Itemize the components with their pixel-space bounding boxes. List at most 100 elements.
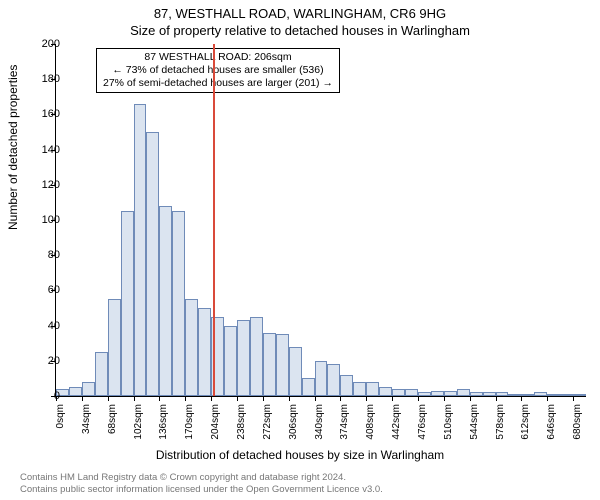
x-tick: [444, 396, 445, 401]
histogram-bar: [431, 391, 444, 396]
x-tick-label: 68sqm: [107, 404, 118, 444]
plot-area: 87 WESTHALL ROAD: 206sqm ← 73% of detach…: [55, 44, 586, 397]
x-tick-label: 306sqm: [288, 404, 299, 444]
histogram-bar: [185, 299, 198, 396]
histogram-bar: [276, 334, 289, 396]
histogram-bar: [483, 392, 496, 396]
y-tick-label: 0: [54, 390, 60, 402]
x-tick-label: 476sqm: [417, 404, 428, 444]
y-tick-label: 140: [42, 144, 60, 156]
x-tick-label: 0sqm: [55, 404, 66, 444]
x-tick-label: 34sqm: [81, 404, 92, 444]
histogram-bar: [134, 104, 147, 396]
histogram-bar: [121, 211, 134, 396]
x-tick: [134, 396, 135, 401]
y-tick-label: 80: [48, 249, 60, 261]
annotation-line3: 27% of semi-detached houses are larger (…: [103, 77, 333, 90]
histogram-bar: [547, 394, 560, 396]
histogram-bar: [496, 392, 509, 396]
histogram-bar: [250, 317, 263, 396]
x-tick-label: 102sqm: [133, 404, 144, 444]
y-tick-label: 200: [42, 38, 60, 50]
histogram-bar: [146, 132, 159, 396]
footer-line2: Contains public sector information licen…: [20, 484, 383, 496]
histogram-bar: [327, 364, 340, 396]
y-tick-label: 160: [42, 108, 60, 120]
x-tick: [185, 396, 186, 401]
x-tick-label: 578sqm: [495, 404, 506, 444]
histogram-bar: [366, 382, 379, 396]
histogram-bar: [560, 394, 573, 396]
x-tick: [521, 396, 522, 401]
histogram-bar: [521, 394, 534, 396]
histogram-bar: [159, 206, 172, 396]
histogram-bar: [405, 389, 418, 396]
x-tick-label: 374sqm: [339, 404, 350, 444]
histogram-bar: [457, 389, 470, 396]
x-tick: [418, 396, 419, 401]
annotation-line2: ← 73% of detached houses are smaller (53…: [103, 64, 333, 77]
x-tick-label: 238sqm: [236, 404, 247, 444]
x-tick: [392, 396, 393, 401]
histogram-bar: [418, 392, 431, 396]
histogram-bar: [108, 299, 121, 396]
histogram-bar: [379, 387, 392, 396]
histogram-bar: [82, 382, 95, 396]
x-tick: [315, 396, 316, 401]
y-tick-label: 180: [42, 73, 60, 85]
x-tick: [366, 396, 367, 401]
x-tick-label: 680sqm: [572, 404, 583, 444]
histogram-bar: [353, 382, 366, 396]
x-tick-label: 442sqm: [391, 404, 402, 444]
histogram-bar: [470, 392, 483, 396]
x-tick: [108, 396, 109, 401]
x-tick: [237, 396, 238, 401]
x-tick-label: 204sqm: [210, 404, 221, 444]
histogram-bar: [392, 389, 405, 396]
x-tick-label: 544sqm: [469, 404, 480, 444]
footer-attribution: Contains HM Land Registry data © Crown c…: [20, 472, 383, 496]
x-tick-label: 136sqm: [158, 404, 169, 444]
histogram-bar: [172, 211, 185, 396]
histogram-bar: [315, 361, 328, 396]
chart-title-line2: Size of property relative to detached ho…: [0, 23, 600, 38]
histogram-bar: [508, 394, 521, 396]
x-tick: [573, 396, 574, 401]
chart-title-line1: 87, WESTHALL ROAD, WARLINGHAM, CR6 9HG: [0, 6, 600, 21]
y-tick-label: 120: [42, 179, 60, 191]
x-axis-label: Distribution of detached houses by size …: [0, 448, 600, 462]
histogram-bar: [340, 375, 353, 396]
histogram-bar: [263, 333, 276, 396]
histogram-bar: [289, 347, 302, 396]
y-tick-label: 100: [42, 214, 60, 226]
histogram-bar: [237, 320, 250, 396]
footer-line1: Contains HM Land Registry data © Crown c…: [20, 472, 383, 484]
histogram-bar: [302, 378, 315, 396]
x-tick: [496, 396, 497, 401]
x-tick: [82, 396, 83, 401]
histogram-bar: [198, 308, 211, 396]
x-tick-label: 340sqm: [314, 404, 325, 444]
histogram-bar: [534, 392, 547, 396]
y-tick-label: 60: [48, 284, 60, 296]
x-tick: [340, 396, 341, 401]
x-tick: [470, 396, 471, 401]
y-axis-label: Number of detached properties: [6, 65, 20, 230]
histogram-bar: [573, 394, 586, 396]
x-tick: [211, 396, 212, 401]
annotation-box: 87 WESTHALL ROAD: 206sqm ← 73% of detach…: [96, 48, 340, 93]
x-tick: [547, 396, 548, 401]
histogram-bar: [69, 387, 82, 396]
x-tick-label: 612sqm: [520, 404, 531, 444]
x-tick-label: 510sqm: [443, 404, 454, 444]
x-tick-label: 272sqm: [262, 404, 273, 444]
x-tick: [263, 396, 264, 401]
x-tick-label: 170sqm: [184, 404, 195, 444]
chart-container: 87, WESTHALL ROAD, WARLINGHAM, CR6 9HG S…: [0, 0, 600, 500]
y-tick-label: 40: [48, 320, 60, 332]
histogram-bar: [444, 391, 457, 396]
x-tick: [159, 396, 160, 401]
annotation-line1: 87 WESTHALL ROAD: 206sqm: [103, 51, 333, 64]
x-tick-label: 646sqm: [546, 404, 557, 444]
x-tick-label: 408sqm: [365, 404, 376, 444]
